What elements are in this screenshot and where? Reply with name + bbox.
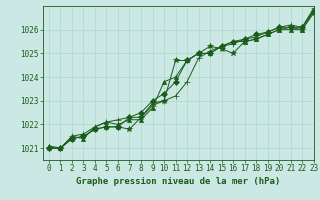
X-axis label: Graphe pression niveau de la mer (hPa): Graphe pression niveau de la mer (hPa) <box>76 177 281 186</box>
